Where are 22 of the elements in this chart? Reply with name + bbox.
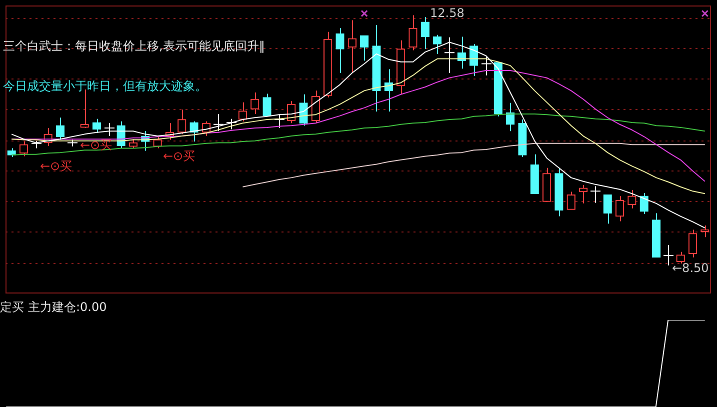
candlestick — [336, 28, 344, 74]
candlestick — [652, 212, 661, 258]
candlestick — [640, 192, 648, 214]
text: 定买 — [0, 300, 24, 314]
annotation: ←8.50 — [672, 261, 709, 276]
candlestick — [603, 194, 612, 224]
text: 主力建仓:0.00 — [28, 300, 107, 314]
annotation: ←⊙买 — [40, 159, 72, 174]
candlestick — [688, 229, 698, 258]
candlestick — [420, 16, 430, 50]
annotation: ←⊙买 — [80, 138, 112, 152]
candlestick — [554, 167, 564, 217]
candlestick — [518, 118, 527, 158]
candlestick — [615, 196, 624, 222]
candlestick — [542, 167, 552, 202]
annotation: 12.58 — [430, 6, 464, 20]
candlestick — [324, 31, 332, 98]
candlestick — [530, 154, 539, 194]
candlestick — [408, 14, 418, 51]
annotation: ←⊙买 — [163, 149, 196, 164]
candlestick — [372, 24, 381, 112]
candlestick — [396, 40, 406, 95]
